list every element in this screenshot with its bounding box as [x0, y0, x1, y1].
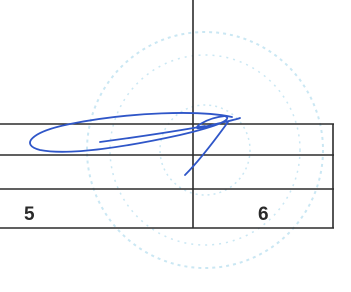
table-cell: 6 [258, 204, 269, 225]
signature [30, 113, 240, 175]
page: 5 6 (() => { const data = JSON.parse(doc… [0, 0, 351, 292]
table-cell: 5 [24, 204, 35, 225]
document-scan: 5 6 [0, 0, 351, 292]
stamp [87, 32, 323, 268]
